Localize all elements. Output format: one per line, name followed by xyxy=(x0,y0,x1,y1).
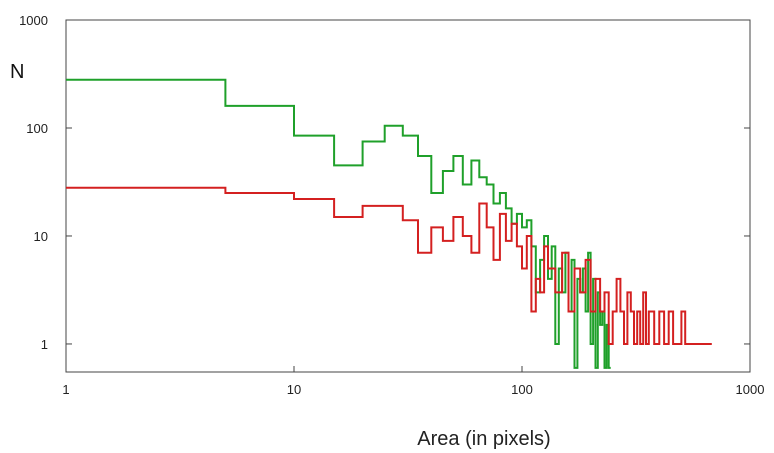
series-layer xyxy=(66,80,712,368)
y-tick-label-1000: 1000 xyxy=(19,13,48,28)
plot-frame xyxy=(66,20,750,372)
series-line-red xyxy=(66,188,712,344)
y-axis-label: N xyxy=(10,61,24,83)
x-tick-label-1: 1 xyxy=(62,382,69,397)
x-tick-label-10: 10 xyxy=(287,382,301,397)
x-tick-label-1000: 1000 xyxy=(736,382,765,397)
y-tick-label-10: 10 xyxy=(34,229,48,244)
x-axis-label: Area (in pixels) xyxy=(417,428,550,450)
x-tick-label-100: 100 xyxy=(511,382,533,397)
series-line-green xyxy=(66,80,611,368)
y-tick-label-100: 100 xyxy=(26,121,48,136)
y-tick-label-1: 1 xyxy=(41,337,48,352)
